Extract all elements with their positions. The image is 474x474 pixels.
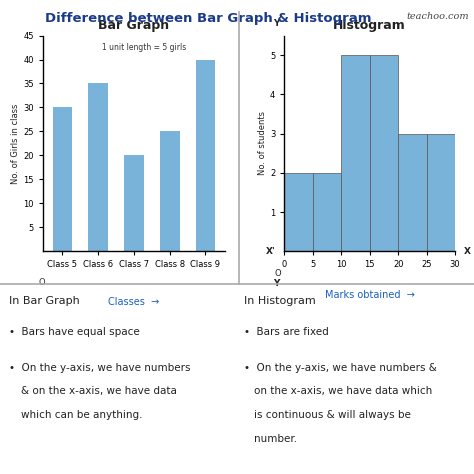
Text: •  On the y-axis, we have numbers &: • On the y-axis, we have numbers & (244, 363, 437, 373)
Bar (196, 60, 215, 251)
Text: X: X (464, 247, 471, 255)
Text: which can be anything.: which can be anything. (21, 410, 143, 420)
Title: Bar Graph: Bar Graph (98, 18, 170, 32)
Bar (427, 134, 455, 251)
Text: is continuous & will always be: is continuous & will always be (254, 410, 410, 420)
Title: Histogram: Histogram (333, 18, 406, 32)
Bar (341, 55, 370, 251)
Bar (398, 134, 427, 251)
Text: Y: Y (273, 18, 279, 27)
Text: Marks obtained  →: Marks obtained → (325, 291, 415, 301)
Bar (88, 83, 108, 251)
Text: Classes  →: Classes → (108, 297, 160, 307)
Text: •  Bars are fixed: • Bars are fixed (244, 327, 329, 337)
Text: 1 unit length = 5 girls: 1 unit length = 5 girls (101, 43, 186, 52)
Bar (370, 55, 398, 251)
Bar (124, 155, 144, 251)
Bar (313, 173, 341, 251)
Text: O: O (38, 278, 45, 287)
Text: number.: number. (254, 434, 297, 444)
Text: O: O (275, 269, 282, 278)
Text: X': X' (266, 247, 276, 255)
Text: In Histogram: In Histogram (244, 296, 316, 306)
Text: Y: Y (273, 279, 279, 288)
Y-axis label: No. of Girls in class: No. of Girls in class (11, 103, 20, 183)
Y-axis label: No. of students: No. of students (258, 111, 267, 175)
Bar (284, 173, 313, 251)
Bar (160, 131, 180, 251)
Text: on the x-axis, we have data which: on the x-axis, we have data which (254, 386, 432, 396)
Bar (53, 108, 72, 251)
Text: & on the x-axis, we have data: & on the x-axis, we have data (21, 386, 177, 396)
Text: teachoo.com: teachoo.com (407, 12, 469, 21)
Text: •  Bars have equal space: • Bars have equal space (9, 327, 140, 337)
Text: In Bar Graph: In Bar Graph (9, 296, 80, 306)
Text: Difference between Bar Graph & Histogram: Difference between Bar Graph & Histogram (46, 12, 372, 25)
Text: •  On the y-axis, we have numbers: • On the y-axis, we have numbers (9, 363, 191, 373)
